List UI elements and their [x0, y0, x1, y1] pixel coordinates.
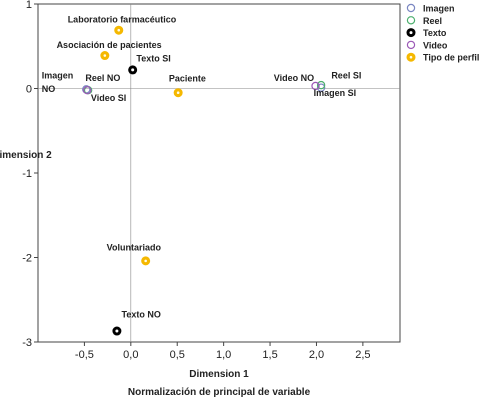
legend-label-reel: Reel [423, 16, 442, 26]
x-tick-label: 2,0 [309, 349, 324, 361]
point-tipo-de-perfil [100, 51, 110, 61]
point-tipo-de-perfil [173, 88, 183, 98]
legend-marker-imagen [406, 3, 416, 13]
legend-marker-texto [406, 28, 416, 38]
y-tick-label: 0 [26, 84, 32, 96]
point-label-imagen-si: Imagen SI [314, 88, 357, 98]
point-imagen [316, 83, 326, 92]
x-tick-label: 2,5 [355, 349, 370, 361]
x-axis-ticks: -0,5 0,0 0,5 1,0 1,5 2,0 2,5 [75, 342, 371, 361]
point-label-video-no: Video NO [274, 73, 314, 83]
point-video [311, 81, 320, 91]
y-tick-label: -3 [22, 337, 32, 349]
point-video [82, 85, 92, 95]
point-label-texto-no: Texto NO [122, 309, 161, 319]
point-reel [316, 80, 326, 90]
x-axis-title: Dimension 1 [189, 369, 249, 380]
legend-label-imagen: Imagen [423, 4, 455, 14]
point-labels: Laboratorio farmacéutico Asociación de pa… [42, 15, 362, 320]
y-tick-label: -1 [22, 168, 32, 180]
point-label-reel-no: Reel NO [85, 73, 120, 83]
legend-marker-video [406, 40, 416, 50]
point-label-reel-si: Reel SI [331, 70, 361, 80]
y-tick-label: -2 [22, 253, 32, 265]
point-label-video-si: Video SI [91, 93, 126, 103]
point-label-imagen: Imagen [42, 70, 74, 80]
data-points [82, 25, 326, 336]
x-tick-label: 0,5 [170, 349, 185, 361]
plot-area [37, 3, 401, 343]
point-label-texto-si: Texto SI [136, 53, 170, 63]
legend-marker-tipo-de-perfil [406, 52, 416, 62]
point-texto [128, 65, 138, 75]
point-label-no: NO [42, 84, 56, 94]
legend-label-tipo-de-perfil: Tipo de perfil [423, 53, 479, 63]
y-tick-label: 1 [26, 0, 32, 11]
legend-label-video: Video [423, 40, 448, 50]
x-tick-label: 0,0 [123, 349, 138, 361]
x-tick-label: 1,5 [262, 349, 277, 361]
chart-footnote: Normalización de principal de variable [128, 387, 311, 398]
point-texto [112, 326, 122, 336]
y-axis-ticks: 1 0 -1 -2 -3 [22, 0, 38, 349]
y-axis-title: Dimension 2 [0, 150, 52, 161]
point-tipo-de-perfil [114, 25, 124, 35]
legend-marker-reel [406, 16, 416, 25]
legend: Imagen Reel Texto Video Tipo de perfil [406, 3, 479, 63]
point-label-voluntariado: Voluntariado [107, 243, 162, 253]
point-label-paciente: Paciente [169, 74, 206, 84]
x-tick-label: -0,5 [75, 349, 94, 361]
point-label-asociacion-de-pacientes: Asociación de pacientes [57, 40, 162, 50]
x-tick-label: 1,0 [216, 349, 231, 361]
point-tipo-de-perfil [141, 256, 151, 266]
legend-label-texto: Texto [423, 28, 447, 38]
point-label-laboratorio-farmaceutico: Laboratorio farmacéutico [68, 15, 177, 25]
